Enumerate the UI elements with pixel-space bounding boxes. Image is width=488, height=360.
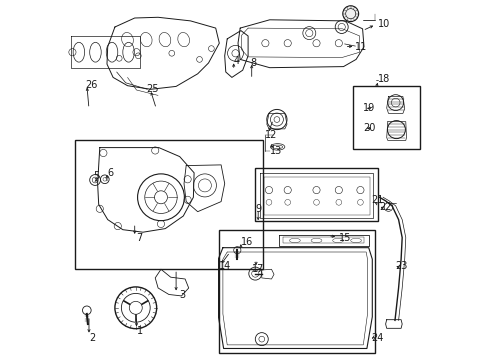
Text: 15: 15 bbox=[338, 233, 350, 243]
Text: 17: 17 bbox=[252, 264, 264, 274]
Text: 10: 10 bbox=[377, 19, 389, 30]
Text: 13: 13 bbox=[270, 146, 282, 156]
Text: 19: 19 bbox=[363, 103, 375, 113]
Text: 25: 25 bbox=[146, 84, 159, 94]
Text: 1: 1 bbox=[136, 326, 142, 336]
Text: 26: 26 bbox=[85, 80, 98, 90]
Bar bbox=[75, 140, 262, 269]
Text: 4: 4 bbox=[233, 56, 239, 66]
Circle shape bbox=[342, 6, 358, 22]
Text: 14: 14 bbox=[219, 261, 231, 271]
Text: 23: 23 bbox=[395, 261, 407, 271]
Text: 21: 21 bbox=[370, 195, 383, 205]
Bar bbox=[255, 168, 377, 221]
Text: 22: 22 bbox=[379, 202, 391, 212]
Bar bbox=[352, 86, 419, 149]
Text: 18: 18 bbox=[378, 74, 390, 84]
Text: 16: 16 bbox=[241, 237, 253, 247]
Text: 7: 7 bbox=[136, 233, 142, 243]
Text: 20: 20 bbox=[363, 123, 375, 133]
Text: 8: 8 bbox=[249, 58, 256, 68]
Text: 12: 12 bbox=[265, 130, 277, 140]
Text: 5: 5 bbox=[93, 171, 100, 181]
Text: 2: 2 bbox=[89, 333, 95, 343]
Text: 9: 9 bbox=[255, 204, 261, 214]
Text: 11: 11 bbox=[355, 42, 367, 52]
Text: 6: 6 bbox=[107, 168, 113, 178]
Bar bbox=[218, 230, 374, 353]
Text: 3: 3 bbox=[179, 290, 185, 300]
Text: 24: 24 bbox=[370, 333, 383, 343]
